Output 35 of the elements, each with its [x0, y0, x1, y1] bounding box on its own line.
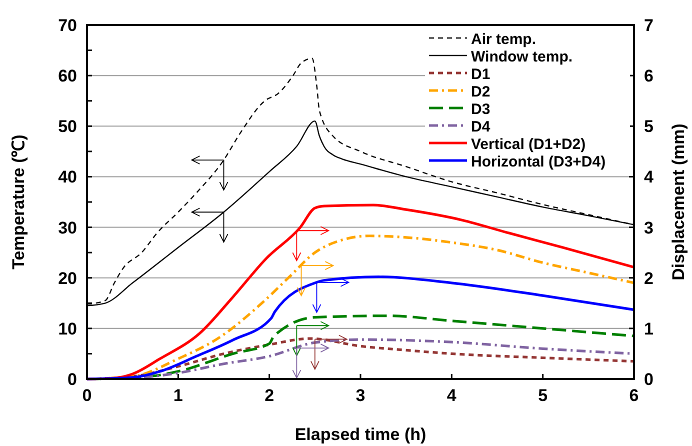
legend-label: Vertical (D1+D2): [471, 136, 586, 153]
y2-tick-label: 5: [644, 117, 654, 136]
y-tick-label: 10: [58, 319, 77, 338]
y2-tick-label: 1: [644, 319, 654, 338]
legend-label: Horizontal (D3+D4): [471, 154, 606, 170]
y2-axis-title: Displacement (mm): [669, 124, 688, 280]
y-tick-label: 50: [58, 117, 77, 136]
legend-label: Window temp.: [471, 48, 573, 66]
x-axis-title: Elapsed time (h): [294, 425, 426, 444]
x-tick-label: 6: [629, 386, 639, 405]
y-tick-label: 0: [68, 370, 77, 389]
x-tick-label: 5: [538, 386, 548, 405]
legend-label: Air temp.: [471, 31, 536, 48]
x-tick-label: 0: [82, 386, 92, 405]
y-tick-label: 20: [58, 268, 77, 288]
legend-label: D2: [471, 84, 490, 100]
y2-tick-label: 7: [644, 16, 654, 35]
y2-tick-label: 3: [644, 218, 654, 238]
legend-label: D3: [471, 101, 490, 118]
y-tick-label: 30: [58, 218, 77, 238]
x-tick-label: 4: [446, 386, 457, 405]
x-tick-label: 2: [264, 386, 274, 405]
legend-label: D4: [471, 118, 491, 136]
y-tick-label: 60: [58, 66, 77, 86]
legend-label: D1: [471, 66, 490, 83]
y2-tick-label: 2: [644, 268, 654, 288]
x-tick-label: 1: [173, 386, 183, 405]
y2-tick-label: 6: [644, 66, 654, 86]
x-tick-label: 3: [356, 386, 366, 405]
y-tick-label: 40: [58, 168, 77, 187]
y-axis-title: Temperature (℃): [9, 134, 28, 270]
line-series: [86, 276, 636, 380]
y-tick-label: 70: [58, 16, 77, 35]
y2-tick-label: 4: [644, 168, 654, 187]
y2-tick-label: 0: [644, 370, 654, 389]
